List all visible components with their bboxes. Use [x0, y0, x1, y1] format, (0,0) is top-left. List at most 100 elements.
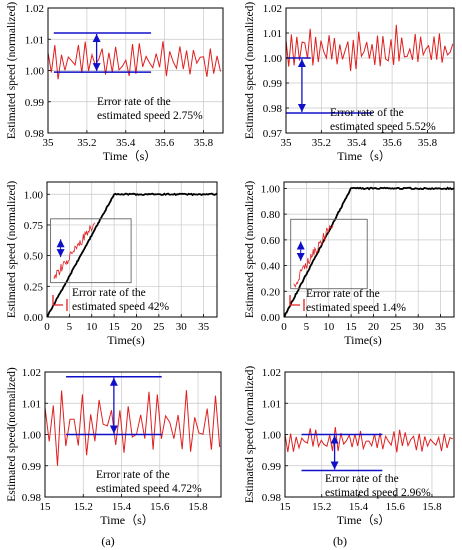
y-tick-label: 1.02	[263, 3, 282, 15]
series-line	[45, 390, 221, 466]
series-line	[284, 186, 454, 317]
annotation-line: Error rate of the	[325, 473, 399, 485]
y-tick-label: 1.00	[24, 189, 44, 201]
x-tick-label: 15	[346, 321, 358, 333]
x-tick-label: 20	[131, 321, 143, 333]
y-tick-label: 0.60	[261, 235, 281, 247]
y-tick-label: 0.99	[263, 78, 283, 90]
error-arrow-head-bottom	[330, 461, 339, 470]
annotation-line: estimated speed 1.4%	[306, 302, 406, 314]
inset-arrow-head-up	[56, 239, 65, 248]
x-tick-label: 15.8	[188, 501, 208, 513]
grid	[284, 182, 454, 317]
x-tick-label: 35.8	[418, 137, 438, 149]
chart-row1-b: 35 35.2 35.4 35.6 35.8 0.97 0.98 0.99 1.00 1.01 1.…	[244, 2, 455, 163]
inset-trace	[293, 224, 334, 288]
x-tick-label: 15.6	[386, 501, 406, 513]
x-tick-label: 30	[176, 321, 188, 333]
y-tick-label: 0.80	[261, 209, 281, 221]
chart-row3-a: 15 15.2 15.4 15.6 15.8 0.98 0.99 1.00 1.01 1.02 Ti…	[6, 367, 222, 527]
panel-label-a: (a)	[101, 534, 114, 548]
plot-frame	[283, 181, 455, 318]
inset-arrow-head-down	[56, 249, 65, 258]
annotation-line: Error rate of the	[97, 96, 171, 108]
y-tick-label: 0.98	[263, 103, 283, 115]
x-axis-label: Time（s）	[100, 513, 154, 527]
x-tick-label: 35	[435, 321, 447, 333]
plot-frame	[46, 181, 218, 318]
x-tick-label: 15.4	[112, 501, 132, 513]
panels: 35 35.2 35.4 35.6 35.8 0.98 0.99 1.00 1.01 1.02 Ti…	[6, 2, 455, 527]
y-tick-label: 1.01	[263, 28, 282, 40]
y-tick-label: 0.50	[24, 251, 44, 263]
origin-bracket	[52, 295, 63, 306]
x-tick-label: 35	[198, 321, 210, 333]
x-tick-label: 15.4	[349, 501, 369, 513]
x-tick-label: 35.2	[312, 137, 331, 149]
y-axis-label: Estimated speed (normalized)	[6, 2, 18, 139]
y-tick-label: 0.98	[262, 492, 282, 504]
x-tick-label: 10	[86, 321, 98, 333]
x-tick-label: 35	[43, 137, 55, 149]
inset-box	[50, 218, 132, 284]
plot-frame	[285, 7, 455, 134]
inset-zoom	[289, 218, 368, 311]
y-tick-label: 1.00	[261, 183, 281, 195]
annotation-line: Error rate of the	[330, 107, 404, 119]
chart-row2-b: 0 5 10 15 20 25 30 35 0.00 0.20 0.40 0.60 0.80 1.00 Ti…	[244, 181, 455, 347]
x-tick-label: 15.2	[312, 501, 331, 513]
error-rate-annotation: Error rate of the estimated speed 1.4%	[306, 288, 406, 314]
x-tick-label: 15	[40, 501, 52, 513]
origin-bracket	[289, 295, 300, 306]
y-tick-label: 1.00	[263, 53, 283, 65]
error-arrow-head-bottom	[297, 104, 306, 112]
x-tick-label: 15.2	[74, 501, 93, 513]
grid	[286, 8, 454, 133]
y-axis-label: Estimated speed (normalized)	[244, 366, 256, 503]
y-tick-label: 1.00	[25, 66, 45, 78]
chart-row3-b: 15 15.2 15.4 15.6 15.8 0.98 0.99 1.00 1.01 1.02 Ti…	[244, 366, 455, 527]
y-tick-label: 0.75	[24, 220, 44, 232]
annotation-line: Error rate of the	[306, 288, 380, 300]
inset-trace	[53, 222, 96, 279]
y-axis-label: Estimated speed (normalized)	[244, 181, 256, 318]
error-rate-annotation: Error rate of the estimated speed 42%	[72, 287, 170, 313]
error-arrow-head-top	[109, 377, 118, 386]
y-tick-label: 0.40	[261, 261, 281, 273]
y-tick-label: 0.99	[262, 461, 282, 473]
error-arrow-head-top	[330, 435, 339, 444]
y-tick-label: 1.01	[22, 398, 41, 410]
series-line	[48, 41, 221, 80]
y-tick-label: 1.02	[262, 367, 281, 379]
x-tick-label: 20	[368, 321, 380, 333]
error-rate-annotation: Error rate of the estimated speed 2.96%	[325, 473, 431, 499]
inset-zoom	[50, 218, 132, 311]
x-axis-label: Time(s)	[344, 333, 382, 347]
inset-arrow-head-down	[296, 252, 305, 261]
error-arrow-head-bottom	[109, 425, 118, 434]
y-tick-label: 0.00	[24, 312, 44, 324]
y-tick-label: 1.02	[22, 367, 41, 379]
x-axis-label: Time（s）	[103, 149, 157, 163]
x-tick-label: 25	[390, 321, 402, 333]
y-tick-label: 0.00	[261, 312, 281, 324]
x-tick-label: 30	[413, 321, 425, 333]
x-axis-label: Time（s）	[337, 149, 391, 163]
annotation-line: estimated speed 2.96%	[325, 487, 431, 499]
y-tick-label: 0.99	[25, 97, 45, 109]
y-tick-label: 1.02	[25, 3, 44, 15]
chart-row2-a: 0 5 10 15 20 25 30 35 0.00 0.25 0.50 0.75 1.00 Time(s…	[6, 181, 218, 347]
x-tick-label: 10	[323, 321, 335, 333]
annotation-line: estimated speed 42%	[72, 301, 170, 313]
x-tick-label: 35.4	[347, 137, 367, 149]
error-rate-annotation: Error rate of the estimated speed 5.52%	[330, 107, 436, 133]
y-tick-label: 0.25	[24, 281, 44, 293]
y-axis-label: Estimated speed(normalized)	[6, 367, 18, 502]
y-tick-label: 0.98	[22, 492, 42, 504]
x-axis-label: Time(s)	[107, 333, 145, 347]
x-tick-label: 35.6	[382, 137, 402, 149]
y-axis-label: Estimated speed (normalized)	[244, 2, 256, 139]
y-tick-label: 1.00	[22, 430, 42, 442]
x-tick-label: 35.4	[116, 137, 136, 149]
